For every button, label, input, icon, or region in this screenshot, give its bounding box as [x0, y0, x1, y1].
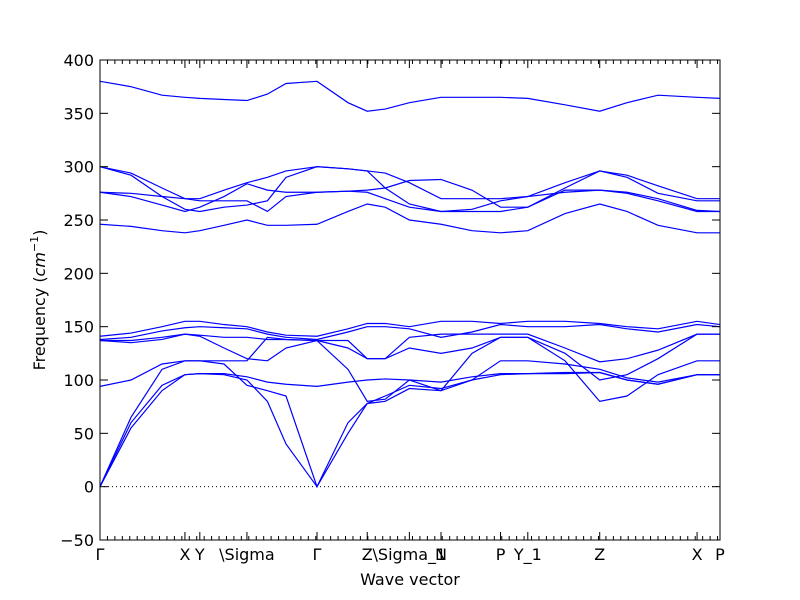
band-line	[99, 371, 720, 487]
x-tick-label: P	[496, 545, 506, 564]
y-tick-label: 250	[63, 211, 94, 230]
x-tick-label: \Sigma_1	[373, 545, 447, 565]
y-tick-label: 50	[74, 424, 94, 443]
x-axis-ticks: Γ X Y \Sigma Γ Z \Sigma_1N P Y_1 Z X P	[96, 60, 725, 565]
band-lines	[99, 80, 721, 489]
x-tick-label: P	[715, 545, 725, 564]
x-tick-label: Z	[362, 545, 373, 564]
band-line	[99, 360, 720, 489]
x-tick-label: Y	[194, 545, 205, 564]
x-axis-title: Wave vector	[360, 570, 460, 589]
band-line	[99, 189, 720, 213]
band-line	[99, 336, 720, 487]
y-tick-label: 0	[84, 478, 94, 497]
y-axis-ticks: −50 0 50 100 150 200 250 300 350 400	[60, 51, 720, 550]
band-line	[99, 178, 721, 213]
y-tick-label: 150	[63, 318, 94, 337]
x-tick-label: Γ	[96, 545, 105, 564]
x-tick-label: X	[692, 545, 703, 564]
x-tick-label: Γ	[313, 545, 322, 564]
band-line	[99, 371, 720, 488]
y-tick-label: 400	[63, 51, 94, 70]
x-tick-label: Z	[594, 545, 605, 564]
y-tick-label: 100	[63, 371, 94, 390]
x-tick-label: \Sigma	[219, 545, 275, 564]
y-tick-label: −50	[60, 531, 94, 550]
band-line	[99, 166, 720, 213]
x-tick-label: Y_1	[513, 545, 542, 565]
y-tick-label: 350	[63, 104, 94, 123]
axes-frame	[99, 59, 721, 541]
y-axis-title: Frequency (cm−1)	[28, 230, 49, 371]
band-line	[99, 320, 721, 337]
band-line	[99, 323, 721, 341]
x-tick-label: N	[435, 545, 447, 564]
y-tick-label: 300	[63, 158, 94, 177]
x-tick-label: X	[179, 545, 190, 564]
band-line	[99, 203, 720, 234]
y-tick-label: 200	[63, 264, 94, 283]
band-line	[99, 80, 721, 112]
band-line	[99, 333, 720, 381]
